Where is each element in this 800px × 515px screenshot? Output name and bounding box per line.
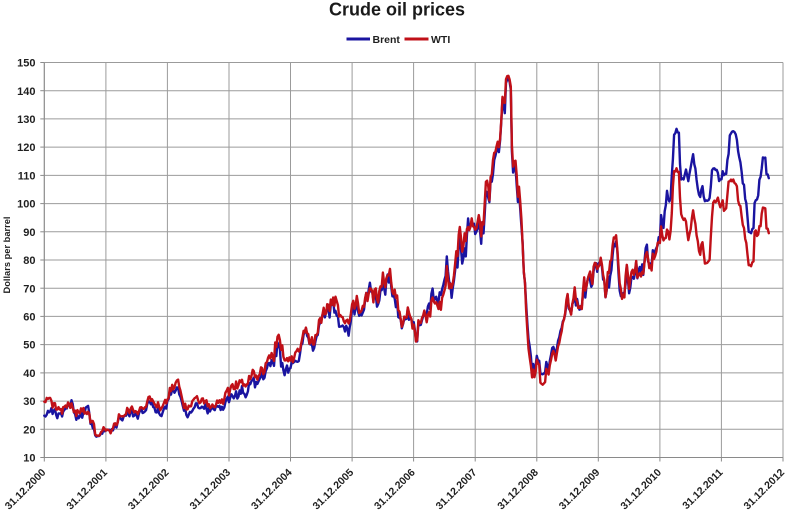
svg-text:100: 100 <box>17 199 35 211</box>
svg-text:31.12.2009: 31.12.2009 <box>557 467 603 513</box>
svg-text:Brent: Brent <box>373 34 401 46</box>
svg-text:31.12.2001: 31.12.2001 <box>64 467 110 513</box>
svg-text:140: 140 <box>17 86 35 98</box>
svg-text:WTI: WTI <box>431 34 450 46</box>
svg-text:31.12.2000: 31.12.2000 <box>3 467 49 513</box>
svg-text:90: 90 <box>23 227 35 239</box>
svg-text:60: 60 <box>23 312 35 324</box>
svg-text:31.12.2005: 31.12.2005 <box>311 467 357 513</box>
svg-text:10: 10 <box>23 453 35 465</box>
svg-text:31.12.2004: 31.12.2004 <box>249 467 295 513</box>
svg-text:130: 130 <box>17 114 35 126</box>
svg-text:31.12.2006: 31.12.2006 <box>372 467 418 513</box>
svg-text:40: 40 <box>23 368 35 380</box>
svg-text:31.12.2010: 31.12.2010 <box>618 467 664 513</box>
svg-text:20: 20 <box>23 424 35 436</box>
svg-text:30: 30 <box>23 396 35 408</box>
svg-text:150: 150 <box>17 58 35 70</box>
svg-text:31.12.2002: 31.12.2002 <box>126 467 172 513</box>
svg-text:80: 80 <box>23 255 35 267</box>
svg-text:50: 50 <box>23 340 35 352</box>
svg-text:31.12.2003: 31.12.2003 <box>187 467 233 513</box>
svg-text:31.12.2012: 31.12.2012 <box>741 467 787 513</box>
svg-text:70: 70 <box>23 283 35 295</box>
svg-text:110: 110 <box>18 171 36 183</box>
svg-text:Dollars per barrel: Dollars per barrel <box>2 217 12 294</box>
svg-text:31.12.2007: 31.12.2007 <box>434 467 480 513</box>
svg-text:31.12.2011: 31.12.2011 <box>680 467 725 512</box>
svg-text:120: 120 <box>17 142 35 154</box>
svg-text:Crude oil prices: Crude oil prices <box>329 0 465 20</box>
svg-text:31.12.2008: 31.12.2008 <box>495 467 541 513</box>
